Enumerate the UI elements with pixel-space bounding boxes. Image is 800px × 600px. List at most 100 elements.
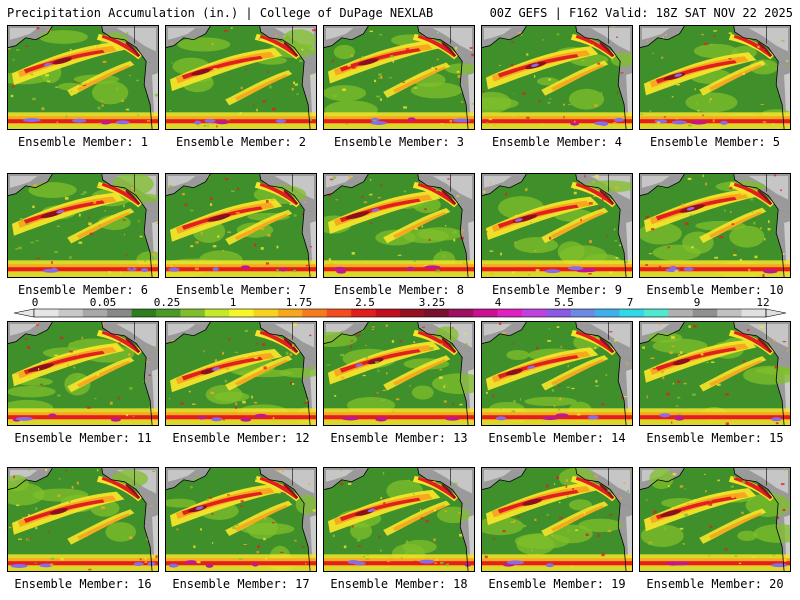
precip-map-image [640,468,790,571]
ensemble-member-label: Ensemble Member: 16 [14,577,152,591]
colorbar-swatch [34,309,59,317]
ensemble-map-14 [481,321,633,426]
colorbar-swatch [448,309,474,317]
ensemble-member-label: Ensemble Member: 10 [646,283,784,297]
precip-map-image [166,468,316,571]
ensemble-map-15 [639,321,791,426]
ensemble-member-label: Ensemble Member: 8 [333,283,465,297]
ensemble-member-label: Ensemble Member: 20 [646,577,784,591]
precip-map-image [482,468,632,571]
ensemble-member-label: Ensemble Member: 5 [649,135,781,149]
ensemble-map-9 [481,173,633,278]
colorbar-tick-label: 1 [229,296,237,309]
colorbar-swatch [107,309,132,317]
colorbar-swatch [326,309,352,317]
ensemble-member-label: Ensemble Member: 9 [491,283,623,297]
precip-map-image [324,174,474,277]
ensemble-map-12 [165,321,317,426]
colorbar-swatch [278,309,303,317]
ensemble-map-10 [639,173,791,278]
ensemble-member-label: Ensemble Member: 2 [175,135,307,149]
colorbar-tick-label: 5.5 [554,296,574,309]
colorbar-swatch [717,309,742,317]
precip-map-image [482,174,632,277]
colorbar-swatch [497,309,523,317]
precipitation-colorbar [13,308,787,318]
ensemble-member-label: Ensemble Member: 18 [330,577,468,591]
ensemble-map-20 [639,467,791,572]
ensemble-map-7 [165,173,317,278]
colorbar-swatch [180,309,206,317]
colorbar-tick-label: 9 [693,296,701,309]
colorbar-swatch [546,309,572,317]
ensemble-member-label: Ensemble Member: 13 [330,431,468,445]
precip-map-image [640,26,790,129]
colorbar-min-arrow [13,308,35,318]
colorbar-swatch [302,309,328,317]
colorbar-swatch [619,309,645,317]
colorbar-tick-label: 2.5 [355,296,375,309]
precip-map-image [166,26,316,129]
colorbar-swatch [644,309,669,317]
ensemble-member-label: Ensemble Member: 1 [17,135,149,149]
precip-map-image [482,322,632,425]
colorbar-swatch [375,309,401,317]
precip-map-image [324,322,474,425]
colorbar-swatch [82,309,108,317]
ensemble-map-3 [323,25,475,130]
chart-title: Precipitation Accumulation (in.) | Colle… [7,6,434,20]
colorbar-tick-label: 0.25 [153,296,181,309]
colorbar-swatch [570,309,596,317]
ensemble-member-label: Ensemble Member: 14 [488,431,626,445]
ensemble-map-19 [481,467,633,572]
colorbar-tick-label: 3.25 [418,296,446,309]
colorbar-tick-label: 4 [494,296,502,309]
ensemble-map-5 [639,25,791,130]
precip-map-image [482,26,632,129]
ensemble-map-11 [7,321,159,426]
ensemble-member-label: Ensemble Member: 19 [488,577,626,591]
precip-map-image [8,26,158,129]
ensemble-map-4 [481,25,633,130]
precip-map-image [640,174,790,277]
precip-map-image [8,322,158,425]
colorbar-swatch [424,309,450,317]
colorbar-max-arrow [765,308,787,318]
colorbar-tick-label: 0.05 [89,296,117,309]
precip-map-image [324,26,474,129]
colorbar-swatch [668,309,694,317]
precip-map-image [8,468,158,571]
ensemble-member-label: Ensemble Member: 6 [17,283,149,297]
colorbar-swatch [522,309,547,317]
ensemble-member-label: Ensemble Member: 15 [646,431,784,445]
ensemble-map-2 [165,25,317,130]
precip-map-image [166,174,316,277]
colorbar-swatch [131,309,157,317]
colorbar-swatch [156,309,181,317]
ensemble-map-6 [7,173,159,278]
ensemble-map-8 [323,173,475,278]
ensemble-member-label: Ensemble Member: 3 [333,135,465,149]
colorbar-swatch [692,309,718,317]
ensemble-member-label: Ensemble Member: 11 [14,431,152,445]
colorbar-swatch [204,309,230,317]
ensemble-map-18 [323,467,475,572]
colorbar-swatch [58,309,84,317]
colorbar-swatch [229,309,254,317]
ensemble-member-label: Ensemble Member: 4 [491,135,623,149]
colorbar-tick-label: 0 [31,296,39,309]
colorbar-outline [33,308,767,318]
precip-map-image [324,468,474,571]
ensemble-member-label: Ensemble Member: 7 [175,283,307,297]
colorbar-tick-label: 1.75 [285,296,313,309]
colorbar-tick-label: 7 [626,296,634,309]
ensemble-map-13 [323,321,475,426]
colorbar-swatch [595,309,620,317]
colorbar-swatch [351,309,376,317]
ensemble-map-16 [7,467,159,572]
colorbar-swatch [400,309,425,317]
precip-map-image [640,322,790,425]
colorbar-tick-label: 12 [756,296,770,309]
model-run-info: 00Z GEFS | F162 Valid: 18Z SAT NOV 22 20… [489,6,793,20]
ensemble-member-label: Ensemble Member: 12 [172,431,310,445]
